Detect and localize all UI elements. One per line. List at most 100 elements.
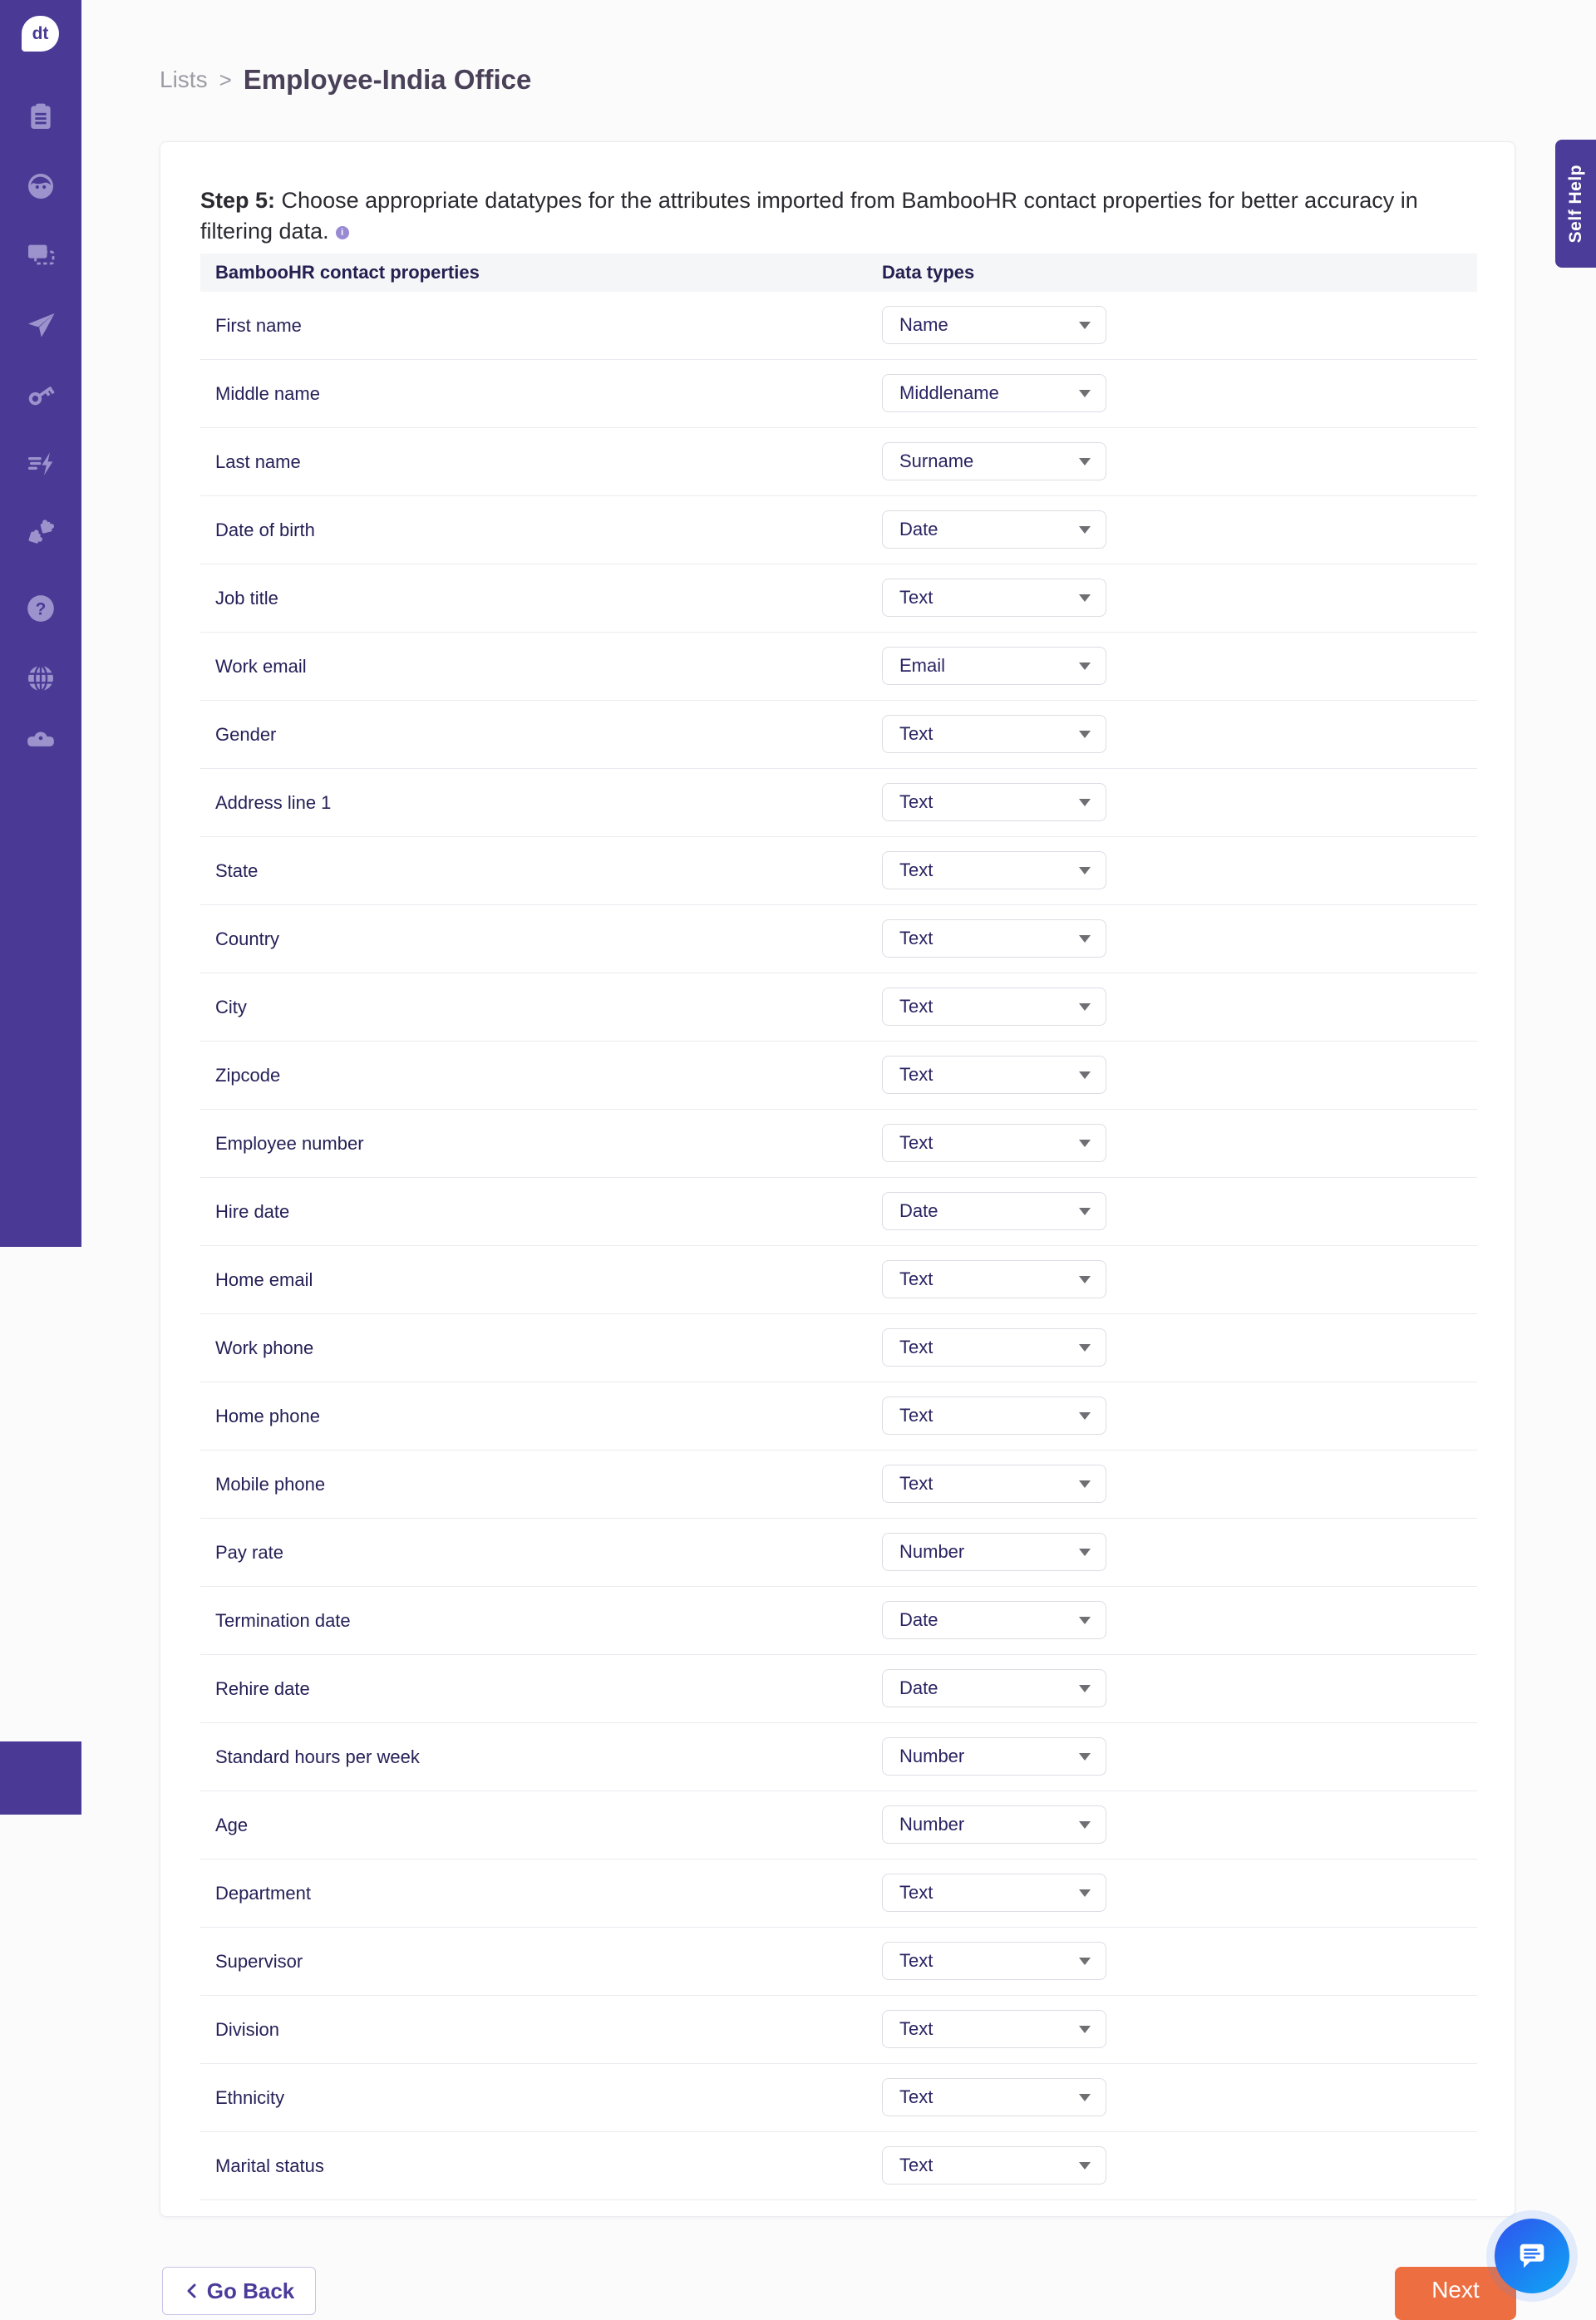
next-button[interactable]: Next [1395, 2267, 1516, 2320]
datatype-dropdown[interactable]: Text [882, 851, 1106, 889]
datatype-value: Number [899, 1541, 965, 1562]
datatype-dropdown[interactable]: Text [882, 715, 1106, 753]
datatype-dropdown[interactable]: Text [882, 1465, 1106, 1503]
datatype-value: Number [899, 1746, 965, 1766]
datatype-dropdown[interactable]: Text [882, 1124, 1106, 1162]
self-help-label: Self Help [1565, 164, 1585, 244]
info-icon[interactable]: i [335, 226, 349, 239]
datatype-dropdown[interactable]: Number [882, 1805, 1106, 1844]
key-icon[interactable] [0, 378, 81, 411]
caret-down-icon [1079, 730, 1091, 738]
datatype-dropdown[interactable]: Date [882, 1192, 1106, 1230]
puzzle-icon[interactable] [0, 515, 81, 549]
caret-down-icon [1079, 1139, 1091, 1147]
datatype-dropdown[interactable]: Date [882, 1601, 1106, 1639]
property-label: Home email [215, 1268, 313, 1290]
property-label: First name [215, 314, 302, 336]
datatype-dropdown[interactable]: Text [882, 579, 1106, 617]
caret-down-icon [1079, 457, 1091, 465]
sidebar: dt ? [0, 0, 81, 1247]
go-back-button[interactable]: Go Back [162, 2267, 316, 2315]
table-row: Zipcode Text [200, 1042, 1477, 1110]
datatype-value: Text [899, 860, 933, 880]
datatype-dropdown[interactable]: Name [882, 306, 1106, 344]
clipboard-icon[interactable] [0, 100, 81, 133]
datatype-dropdown[interactable]: Text [882, 919, 1106, 958]
caret-down-icon [1079, 2161, 1091, 2170]
persona-icon[interactable] [0, 170, 81, 203]
property-label: Work phone [215, 1337, 314, 1358]
datatype-value: Text [899, 1950, 933, 1971]
table-row: Employee number Text [200, 1110, 1477, 1178]
datatype-dropdown[interactable]: Text [882, 1942, 1106, 1980]
step-instruction: Step 5: Choose appropriate datatypes for… [200, 185, 1447, 247]
property-label: Home phone [215, 1405, 320, 1426]
breadcrumb-separator: > [219, 66, 232, 92]
caret-down-icon [1079, 1957, 1091, 1965]
paper-plane-icon[interactable] [0, 308, 81, 342]
table-row: Department Text [200, 1859, 1477, 1928]
table-row: Home email Text [200, 1246, 1477, 1314]
table-row: Work phone Text [200, 1314, 1477, 1382]
datatype-value: Date [899, 1677, 938, 1698]
datatype-dropdown[interactable]: Number [882, 1533, 1106, 1571]
datatype-dropdown[interactable]: Text [882, 988, 1106, 1026]
globe-icon[interactable] [0, 662, 81, 695]
chevron-left-icon [187, 2283, 196, 2298]
table-row: Mobile phone Text [200, 1451, 1477, 1519]
property-label: Age [215, 1814, 249, 1835]
table-row: First name Name [200, 292, 1477, 360]
datatype-dropdown[interactable]: Text [882, 2010, 1106, 2048]
datatype-value: Text [899, 2086, 933, 2107]
property-label: Termination date [215, 1609, 351, 1631]
table-header: BambooHR contact properties Data types [200, 254, 1477, 292]
caret-down-icon [1079, 1275, 1091, 1283]
caret-down-icon [1079, 2025, 1091, 2033]
caret-down-icon [1079, 1480, 1091, 1488]
datatype-dropdown[interactable]: Text [882, 1874, 1106, 1912]
property-label: Employee number [215, 1132, 364, 1154]
page-title: Employee-India Office [243, 64, 532, 95]
help-icon[interactable]: ? [0, 592, 81, 625]
datatype-dropdown[interactable]: Text [882, 1260, 1106, 1298]
caret-down-icon [1079, 1752, 1091, 1761]
caret-down-icon [1079, 662, 1091, 670]
datatype-dropdown[interactable]: Date [882, 1669, 1106, 1707]
property-label: Address line 1 [215, 791, 332, 813]
caret-down-icon [1079, 321, 1091, 329]
datatype-dropdown[interactable]: Email [882, 647, 1106, 685]
caret-down-icon [1079, 389, 1091, 397]
datatype-dropdown[interactable]: Text [882, 2078, 1106, 2116]
datatype-dropdown[interactable]: Text [882, 1328, 1106, 1367]
datatype-value: Number [899, 1814, 965, 1835]
app-logo[interactable]: dt [22, 16, 59, 52]
property-label: Mobile phone [215, 1473, 326, 1495]
sidebar-fragment [0, 1741, 81, 1815]
caret-down-icon [1079, 1548, 1091, 1556]
table-row: Hire date Date [200, 1178, 1477, 1246]
table-row: Standard hours per week Number [200, 1723, 1477, 1791]
datatype-dropdown[interactable]: Text [882, 1396, 1106, 1435]
automation-bolt-icon[interactable] [0, 447, 81, 480]
car-icon[interactable] [0, 722, 81, 756]
datatype-value: Surname [899, 451, 974, 471]
datatype-dropdown[interactable]: Number [882, 1737, 1106, 1776]
datatype-dropdown[interactable]: Middlename [882, 374, 1106, 412]
column-header-properties: BambooHR contact properties [215, 262, 480, 283]
self-help-tab[interactable]: Self Help [1555, 140, 1596, 268]
datatype-dropdown[interactable]: Date [882, 510, 1106, 549]
breadcrumb-lists-link[interactable]: Lists [160, 66, 208, 92]
table-row: City Text [200, 973, 1477, 1042]
table-row: Rehire date Date [200, 1655, 1477, 1723]
caret-down-icon [1079, 525, 1091, 534]
go-back-label: Go Back [206, 2278, 295, 2303]
datatype-value: Text [899, 1337, 933, 1357]
datatype-dropdown[interactable]: Text [882, 2146, 1106, 2185]
datatype-dropdown[interactable]: Text [882, 783, 1106, 821]
screens-icon[interactable] [0, 238, 81, 271]
table-row: Division Text [200, 1996, 1477, 2064]
property-label: State [215, 860, 259, 881]
chat-bubble-button[interactable] [1495, 2219, 1569, 2293]
datatype-dropdown[interactable]: Text [882, 1056, 1106, 1094]
datatype-dropdown[interactable]: Surname [882, 442, 1106, 480]
